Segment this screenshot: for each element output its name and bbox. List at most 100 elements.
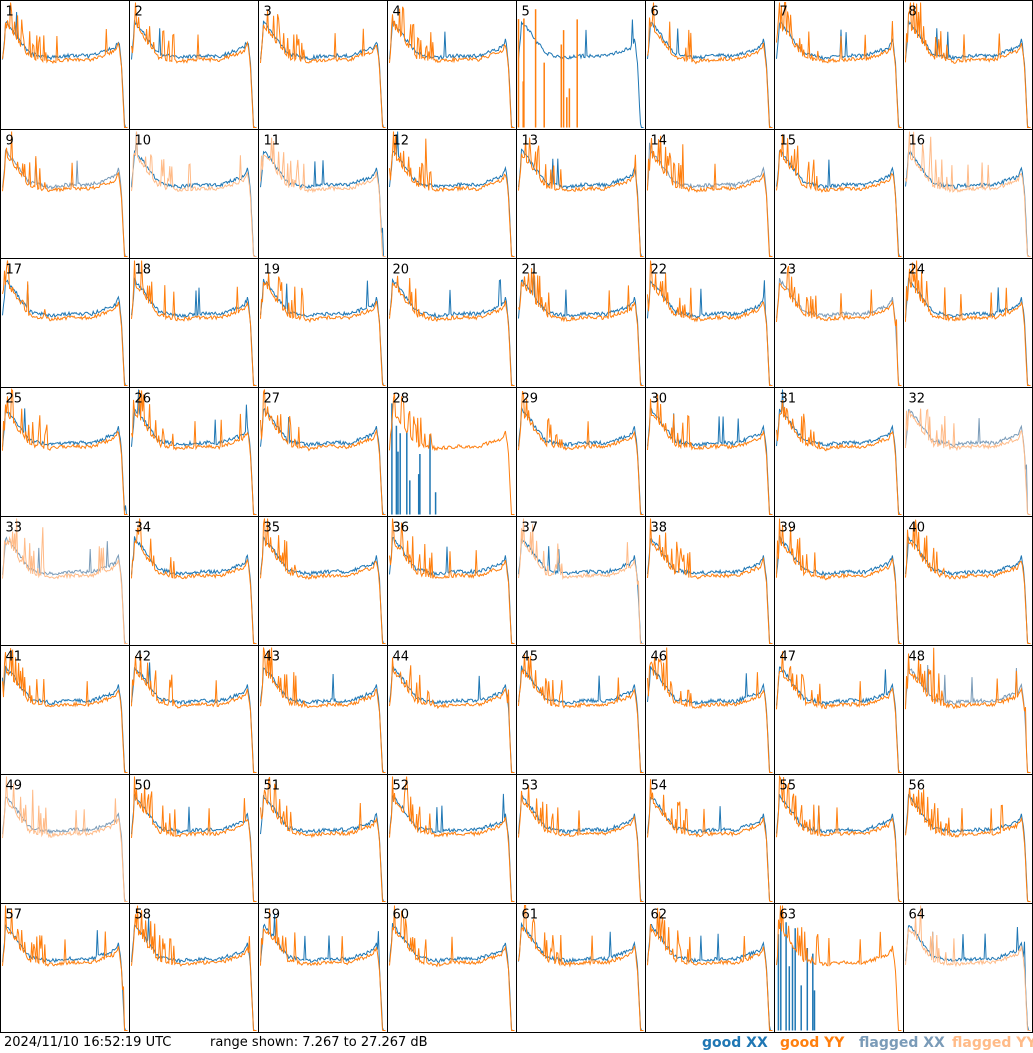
panel-number: 62 xyxy=(651,908,668,923)
timestamp: 2024/11/10 16:52:19 UTC xyxy=(4,1035,172,1050)
trace-yy xyxy=(905,260,1031,386)
trace-xx xyxy=(647,666,773,773)
trace-yy xyxy=(131,518,257,644)
panel-number: 60 xyxy=(393,908,410,923)
panel-frame xyxy=(516,774,646,904)
panel-frame xyxy=(129,516,259,646)
panel-number: 34 xyxy=(135,521,152,536)
panel-number: 54 xyxy=(651,779,668,794)
trace-xx xyxy=(389,666,515,773)
panel-18: 18 xyxy=(129,258,259,388)
trace-yy xyxy=(518,268,644,386)
trace-xx xyxy=(518,19,644,128)
trace-xx xyxy=(389,131,515,257)
trace-yy xyxy=(905,519,1031,644)
trace-yy xyxy=(2,776,128,902)
panel-number: 9 xyxy=(6,134,14,149)
panel-frame xyxy=(129,774,259,904)
trace-yy xyxy=(260,518,386,644)
panel-30: 30 xyxy=(645,387,775,517)
panel-39: 39 xyxy=(774,516,904,646)
panel-number: 37 xyxy=(522,521,539,536)
trace-xx xyxy=(776,534,902,644)
panel-58: 58 xyxy=(129,903,259,1033)
trace-yy xyxy=(131,131,257,257)
panel-frame xyxy=(387,516,517,646)
panel-number: 20 xyxy=(393,263,410,278)
panel-9: 9 xyxy=(0,129,130,259)
trace-yy xyxy=(131,2,257,128)
panel-62: 62 xyxy=(645,903,775,1033)
trace-xx xyxy=(2,536,128,644)
panel-number: 21 xyxy=(522,263,539,278)
panel-4: 4 xyxy=(387,0,517,130)
panel-frame xyxy=(903,645,1033,775)
panel-number: 3 xyxy=(264,5,272,20)
trace-yy xyxy=(260,647,386,773)
panel-frame xyxy=(516,516,646,646)
panel-40: 40 xyxy=(903,516,1033,646)
panel-44: 44 xyxy=(387,645,517,775)
trace-yy xyxy=(647,135,773,257)
panel-number: 49 xyxy=(6,779,23,794)
panel-43: 43 xyxy=(258,645,388,775)
panel-number: 30 xyxy=(651,392,668,407)
panel-frame xyxy=(774,129,904,259)
panel-35: 35 xyxy=(258,516,388,646)
trace-xx xyxy=(389,278,515,386)
panel-frame xyxy=(129,129,259,259)
trace-yy xyxy=(2,388,128,515)
panel-27: 27 xyxy=(258,387,388,517)
panel-frame xyxy=(387,129,517,259)
panel-21: 21 xyxy=(516,258,646,388)
trace-xx xyxy=(389,21,515,128)
panel-number: 7 xyxy=(780,5,788,20)
panel-frame xyxy=(129,387,259,517)
trace-xx xyxy=(131,662,257,773)
range-text: range shown: 7.267 to 27.267 dB xyxy=(210,1035,428,1050)
trace-yy xyxy=(905,647,1031,773)
panel-1: 1 xyxy=(0,0,130,130)
trace-yy xyxy=(131,654,257,773)
trace-yy xyxy=(776,774,902,902)
panel-number: 31 xyxy=(780,392,797,407)
trace-yy xyxy=(776,905,902,1031)
panel-38: 38 xyxy=(645,516,775,646)
panel-frame xyxy=(774,645,904,775)
panel-number: 29 xyxy=(522,392,539,407)
panel-number: 23 xyxy=(780,263,797,278)
trace-xx xyxy=(2,11,128,128)
trace-yy xyxy=(518,905,644,1031)
panel-number: 43 xyxy=(264,650,281,665)
trace-xx xyxy=(131,389,257,515)
panel-15: 15 xyxy=(774,129,904,259)
trace-yy xyxy=(389,392,515,515)
panel-25: 25 xyxy=(0,387,130,517)
panel-number: 11 xyxy=(264,134,281,149)
panel-number: 61 xyxy=(522,908,539,923)
panel-31: 31 xyxy=(774,387,904,517)
panel-11: 11 xyxy=(258,129,388,259)
panel-51: 51 xyxy=(258,774,388,904)
trace-xx xyxy=(647,142,773,257)
trace-yy xyxy=(518,785,644,902)
panel-number: 2 xyxy=(135,5,143,20)
panel-14: 14 xyxy=(645,129,775,259)
panel-23: 23 xyxy=(774,258,904,388)
trace-yy xyxy=(2,648,128,773)
panel-32: 32 xyxy=(903,387,1033,517)
trace-yy xyxy=(131,260,257,386)
panel-number: 56 xyxy=(909,779,926,794)
panel-53: 53 xyxy=(516,774,646,904)
trace-yy xyxy=(905,905,1031,1031)
trace-yy xyxy=(389,657,515,773)
panel-frame xyxy=(258,774,388,904)
panel-number: 59 xyxy=(264,908,281,923)
panel-36: 36 xyxy=(387,516,517,646)
trace-yy xyxy=(389,6,515,128)
panel-frame xyxy=(774,0,904,130)
trace-yy xyxy=(518,137,644,257)
panel-frame xyxy=(774,258,904,388)
trace-yy xyxy=(905,408,1031,515)
trace-xx xyxy=(260,278,386,386)
